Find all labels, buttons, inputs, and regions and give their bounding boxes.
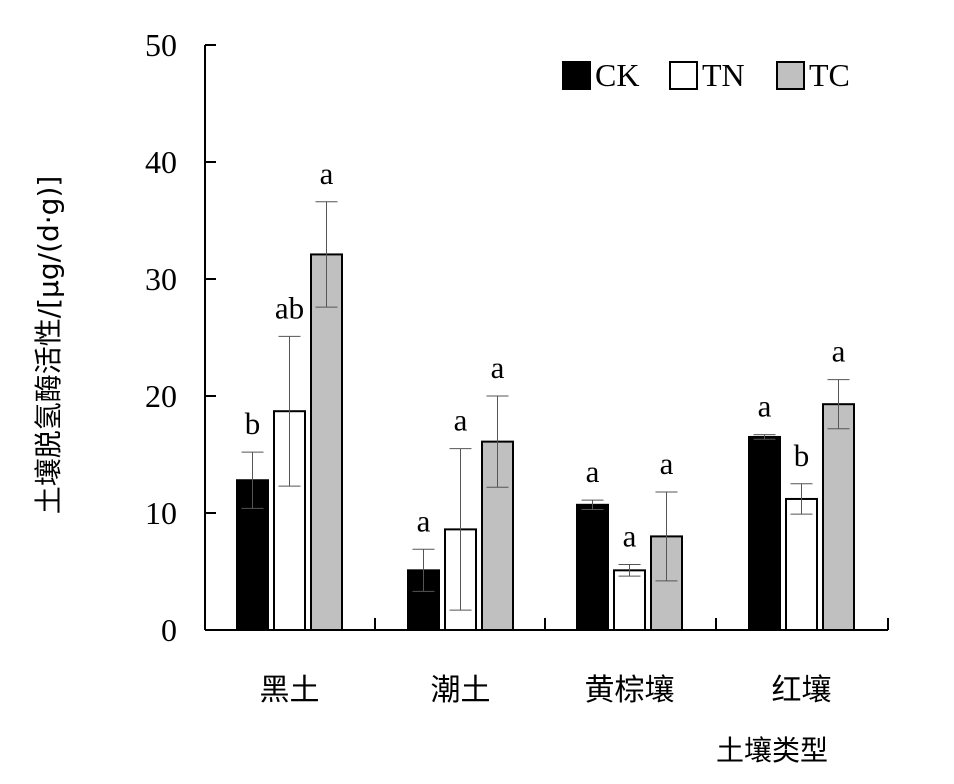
legend-swatch-tc [776,61,805,90]
bar-tc [822,403,855,631]
x-axis-title: 土壤类型 [716,734,828,767]
bar-ck [748,435,781,632]
category-label: 黑土 [260,673,320,708]
legend: CK TN TC [562,57,850,93]
y-tick-label: 0 [161,612,177,648]
y-tick-label: 40 [145,144,177,180]
legend-label: TN [702,57,745,93]
legend-swatch-ck [562,61,591,90]
y-tick-label: 20 [145,378,177,414]
significance-label: a [623,518,637,553]
legend-swatch-tn [669,61,698,90]
y-tick-label: 50 [145,27,177,63]
significance-label: a [320,156,334,191]
bars [236,201,855,632]
category-label: 潮土 [431,673,491,708]
legend-label: TC [809,57,850,93]
y-tick-label: 10 [145,495,177,531]
significance-label: a [758,389,772,424]
y-tick-label: 30 [145,261,177,297]
legend-label: CK [595,57,639,93]
category-label: 黄棕壤 [585,673,675,708]
significance-label: a [832,334,846,369]
significance-label: b [794,438,810,473]
significance-label: a [586,454,600,489]
bar-ck [576,503,609,631]
bar-tn [785,497,818,631]
significance-label: a [417,503,431,538]
significance-label: a [660,446,674,481]
significance-label: a [491,350,505,385]
bar-tn [613,569,646,632]
significance-label: b [245,406,261,441]
significance-label: ab [275,290,304,325]
significance-label: a [454,403,468,438]
bar-tc [310,253,343,631]
category-label: 红壤 [772,673,832,708]
y-axis-title: 土壤脱氢酶活性/[μg/(d·g)] [32,176,65,515]
